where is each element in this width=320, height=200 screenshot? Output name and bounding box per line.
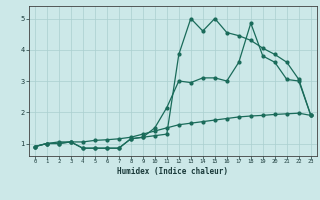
X-axis label: Humidex (Indice chaleur): Humidex (Indice chaleur)	[117, 167, 228, 176]
